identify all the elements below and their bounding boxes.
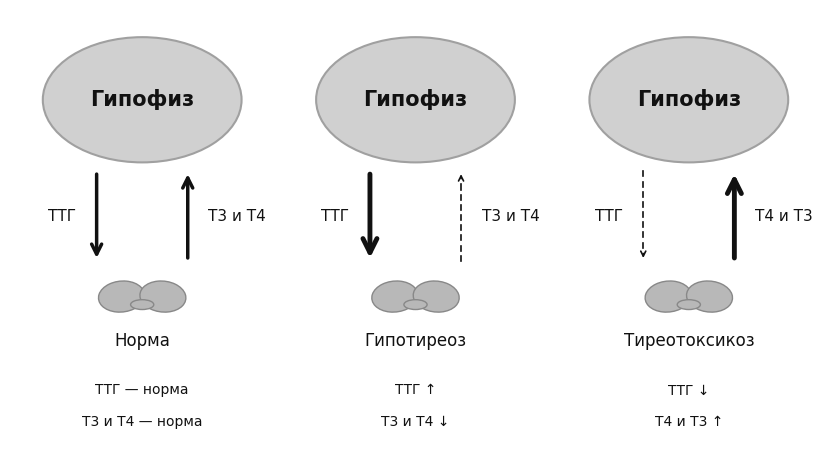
Ellipse shape xyxy=(413,281,460,312)
Text: Т3 и Т4 ↓: Т3 и Т4 ↓ xyxy=(381,415,450,429)
Text: ТТГ ↓: ТТГ ↓ xyxy=(668,383,710,397)
Text: Тиреотоксикоз: Тиреотоксикоз xyxy=(623,332,754,350)
Text: ТТГ — норма: ТТГ — норма xyxy=(96,383,189,397)
Ellipse shape xyxy=(404,300,427,310)
Ellipse shape xyxy=(371,281,418,312)
Text: Гипофиз: Гипофиз xyxy=(637,89,741,110)
Text: Гипофиз: Гипофиз xyxy=(363,89,468,110)
Ellipse shape xyxy=(589,37,788,162)
Text: Гипотиреоз: Гипотиреоз xyxy=(365,332,466,350)
Ellipse shape xyxy=(140,281,186,312)
Text: ТТГ ↑: ТТГ ↑ xyxy=(395,383,436,397)
Text: ТТГ: ТТГ xyxy=(594,208,622,224)
Ellipse shape xyxy=(99,281,145,312)
Text: Норма: Норма xyxy=(114,332,170,350)
Ellipse shape xyxy=(645,281,691,312)
Ellipse shape xyxy=(43,37,242,162)
Text: ТТГ: ТТГ xyxy=(48,208,76,224)
Ellipse shape xyxy=(130,300,154,310)
Ellipse shape xyxy=(316,37,515,162)
Text: ТТГ: ТТГ xyxy=(322,208,349,224)
Text: Т3 и Т4: Т3 и Т4 xyxy=(209,208,266,224)
Text: Т3 и Т4 — норма: Т3 и Т4 — норма xyxy=(82,415,203,429)
Ellipse shape xyxy=(686,281,732,312)
Ellipse shape xyxy=(677,300,701,310)
Text: Т4 и Т3: Т4 и Т3 xyxy=(755,208,813,224)
Text: Т4 и Т3 ↑: Т4 и Т3 ↑ xyxy=(655,415,723,429)
Text: Гипофиз: Гипофиз xyxy=(90,89,194,110)
Text: Т3 и Т4: Т3 и Т4 xyxy=(482,208,539,224)
